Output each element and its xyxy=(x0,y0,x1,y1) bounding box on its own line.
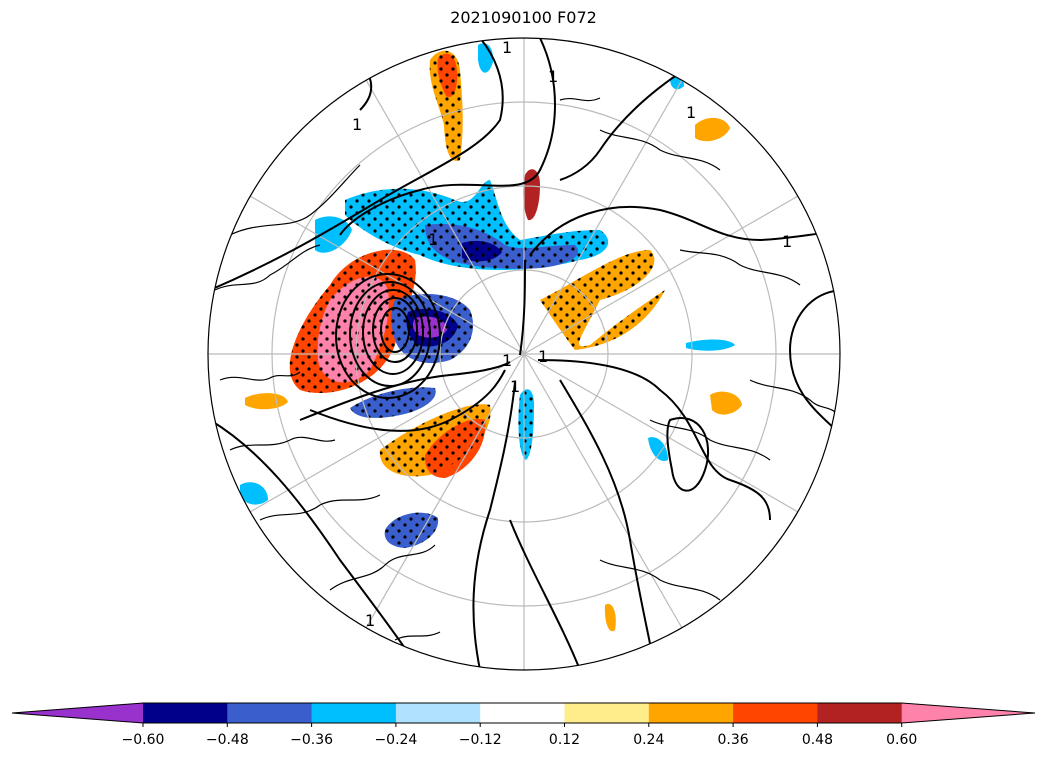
colorbar-segment xyxy=(817,703,903,723)
contour-label: 1 xyxy=(548,67,558,86)
colorbar-segment xyxy=(564,703,650,723)
chart-title: 2021090100 F072 xyxy=(450,8,597,27)
contour-label: 1 xyxy=(538,347,548,366)
colorbar-tick-label: −0.60 xyxy=(122,732,165,748)
contour-lines xyxy=(209,38,840,670)
colorbar-segment xyxy=(648,703,734,723)
graticule xyxy=(208,38,840,670)
colorbar-tick-label: 0.12 xyxy=(549,732,580,748)
colorbar-tick-label: 0.24 xyxy=(633,732,664,748)
colorbar-tick-label: −0.24 xyxy=(374,732,417,748)
map-boundary xyxy=(207,37,841,671)
anomaly-region xyxy=(245,393,288,410)
anomaly-region xyxy=(648,437,668,461)
colorbar-tick-label: −0.36 xyxy=(290,732,333,748)
anomaly-region xyxy=(604,603,616,632)
contour-labels: 1 1 1 1 1 1 1 1 1 1 xyxy=(352,38,792,630)
anomaly-region xyxy=(695,117,730,142)
colorbar-segment xyxy=(143,703,228,723)
contour-label: 1 xyxy=(502,351,512,370)
contour-label: 1 xyxy=(502,38,512,57)
anomaly-region xyxy=(710,391,742,415)
colorbar-extend-max xyxy=(901,703,1035,723)
anomaly-region xyxy=(478,43,494,73)
anomaly-region xyxy=(686,339,735,351)
anomaly-region xyxy=(523,169,540,221)
colorbar-tick-label: −0.48 xyxy=(206,732,249,748)
colorbar-tick-label: 0.36 xyxy=(718,732,749,748)
colorbar-tick-label: −0.12 xyxy=(459,732,502,748)
contour-label: 1 xyxy=(686,103,696,122)
anomaly-region xyxy=(315,216,352,253)
contour-label: 1 xyxy=(365,611,375,630)
contour-label: 1 xyxy=(510,377,520,396)
colorbar: −0.60 −0.48 −0.36 −0.24 −0.12 0.12 0.24 0.36 0.4… xyxy=(11,702,1036,748)
contour-label: 1 xyxy=(428,230,438,249)
colorbar-segment xyxy=(227,703,313,723)
colorbar-tick-label: 0.60 xyxy=(886,732,917,748)
colorbar-segment xyxy=(311,703,397,723)
colorbar-segment xyxy=(733,703,818,723)
colorbar-tick-label: 0.48 xyxy=(802,732,833,748)
colorbar-segment xyxy=(480,703,565,723)
contour-label: 1 xyxy=(782,232,792,251)
colorbar-segment xyxy=(395,703,481,723)
colorbar-extend-min xyxy=(12,703,143,723)
contour-label: 1 xyxy=(352,115,362,134)
stippling xyxy=(289,50,665,548)
colorbar-ticks: −0.60 −0.48 −0.36 −0.24 −0.12 0.12 0.24 0.36 0.4… xyxy=(122,723,917,748)
colorbar-body xyxy=(11,702,1036,724)
polar-map: 1 1 1 1 1 1 1 1 1 1 xyxy=(207,37,841,671)
anomaly-region xyxy=(240,482,268,505)
